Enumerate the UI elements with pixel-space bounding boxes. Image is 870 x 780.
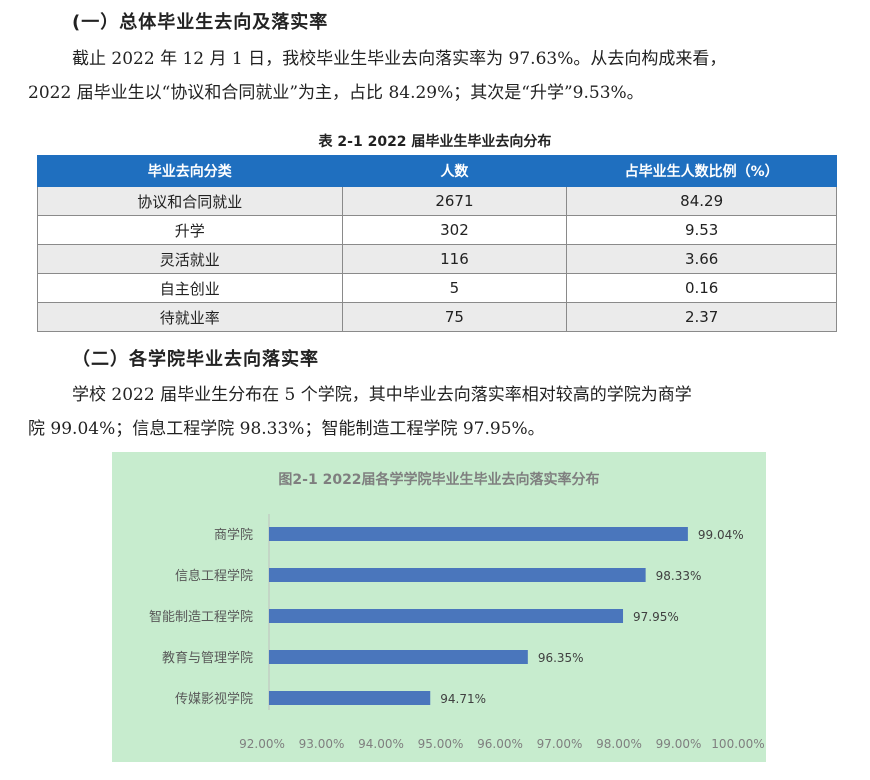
category-label: 智能制造工程学院 (149, 609, 253, 625)
category-label: 商学院 (214, 527, 253, 543)
header-ratio: 占毕业生人数比例（%） (566, 155, 837, 187)
bar (269, 527, 688, 541)
cell-count: 116 (341, 244, 568, 274)
x-tick-label: 95.00% (418, 737, 464, 751)
bar-value-label: 99.04% (698, 528, 744, 542)
chart-title: 图2-1 2022届各学学院毕业生毕业去向落实率分布 (278, 471, 599, 488)
cell-category: 协议和合同就业 (37, 186, 343, 216)
header-category: 毕业去向分类 (37, 155, 343, 187)
cell-ratio: 2.37 (566, 302, 837, 332)
cell-count: 302 (341, 215, 568, 245)
x-tick-label: 100.00% (711, 737, 764, 751)
cell-category: 待就业率 (37, 302, 343, 332)
table-row: 协议和合同就业 2671 84.29 (37, 186, 837, 216)
bar (269, 650, 528, 664)
cell-ratio: 3.66 (566, 244, 837, 274)
cell-ratio: 0.16 (566, 273, 837, 303)
x-tick-label: 96.00% (477, 737, 523, 751)
bar-value-label: 97.95% (633, 610, 679, 624)
paragraph-colleges: 学校 2022 届毕业生分布在 5 个学院，其中毕业去向落实率相对较高的学院为商… (28, 378, 858, 446)
bar-value-label: 94.71% (440, 692, 486, 706)
category-label: 信息工程学院 (175, 568, 253, 584)
x-tick-label: 92.00% (239, 737, 285, 751)
header-count: 人数 (341, 155, 568, 187)
table-row: 待就业率 75 2.37 (37, 302, 837, 332)
cell-ratio: 84.29 (566, 186, 837, 216)
x-tick-label: 97.00% (537, 737, 583, 751)
x-tick-label: 98.00% (596, 737, 642, 751)
table-header-row: 毕业去向分类 人数 占毕业生人数比例（%） (37, 155, 837, 187)
cell-count: 5 (341, 273, 568, 303)
cell-category: 升学 (37, 215, 343, 245)
chart-bars: 商学院 99.04% 信息工程学院 98.33% 智能制造工程学院 97.95% 教育与管理… (149, 527, 744, 707)
cell-ratio: 9.53 (566, 215, 837, 245)
table-row: 灵活就业 116 3.66 (37, 244, 837, 274)
paragraph-colleges-line-1: 学校 2022 届毕业生分布在 5 个学院，其中毕业去向落实率相对较高的学院为商… (72, 385, 692, 405)
table-row: 自主创业 5 0.16 (37, 273, 837, 303)
x-tick-label: 99.00% (656, 737, 702, 751)
college-rate-chart: 图2-1 2022届各学学院毕业生毕业去向落实率分布 商学院 99.04% 信息工程… (112, 452, 766, 762)
bar-value-label: 98.33% (656, 569, 702, 583)
x-tick-label: 93.00% (299, 737, 345, 751)
cell-count: 2671 (341, 186, 568, 216)
bar (269, 568, 646, 582)
bar-value-label: 96.35% (538, 651, 584, 665)
paragraph-overall-line-1: 截止 2022 年 12 月 1 日，我校毕业生毕业去向落实率为 97.63%。… (72, 49, 727, 69)
paragraph-overall: 截止 2022 年 12 月 1 日，我校毕业生毕业去向落实率为 97.63%。… (28, 42, 858, 110)
paragraph-colleges-line-2: 院 99.04%；信息工程学院 98.33%；智能制造工程学院 97.95%。 (28, 419, 545, 439)
bar (269, 609, 624, 623)
x-tick-label: 94.00% (358, 737, 404, 751)
section-heading-overall: (一）总体毕业生去向及落实率 (72, 12, 329, 33)
category-label: 教育与管理学院 (162, 650, 253, 666)
cell-count: 75 (341, 302, 568, 332)
destination-table: 毕业去向分类 人数 占毕业生人数比例（%） 协议和合同就业 2671 84.29… (37, 155, 837, 332)
chart-svg: 图2-1 2022届各学学院毕业生毕业去向落实率分布 商学院 99.04% 信息工程… (149, 471, 765, 751)
paragraph-overall-line-2: 2022 届毕业生以“协议和合同就业”为主，占比 84.29%；其次是“升学”9… (28, 83, 644, 103)
category-label: 传媒影视学院 (175, 691, 253, 707)
cell-category: 自主创业 (37, 273, 343, 303)
table-caption: 表 2-1 2022 届毕业生毕业去向分布 (318, 134, 552, 150)
bar (269, 691, 431, 705)
chart-x-ticks: 92.00% 93.00% 94.00% 95.00% 96.00% 97.00% 98.0… (239, 737, 765, 751)
table-row: 升学 302 9.53 (37, 215, 837, 245)
section-heading-colleges: （二）各学院毕业去向落实率 (72, 349, 319, 370)
cell-category: 灵活就业 (37, 244, 343, 274)
